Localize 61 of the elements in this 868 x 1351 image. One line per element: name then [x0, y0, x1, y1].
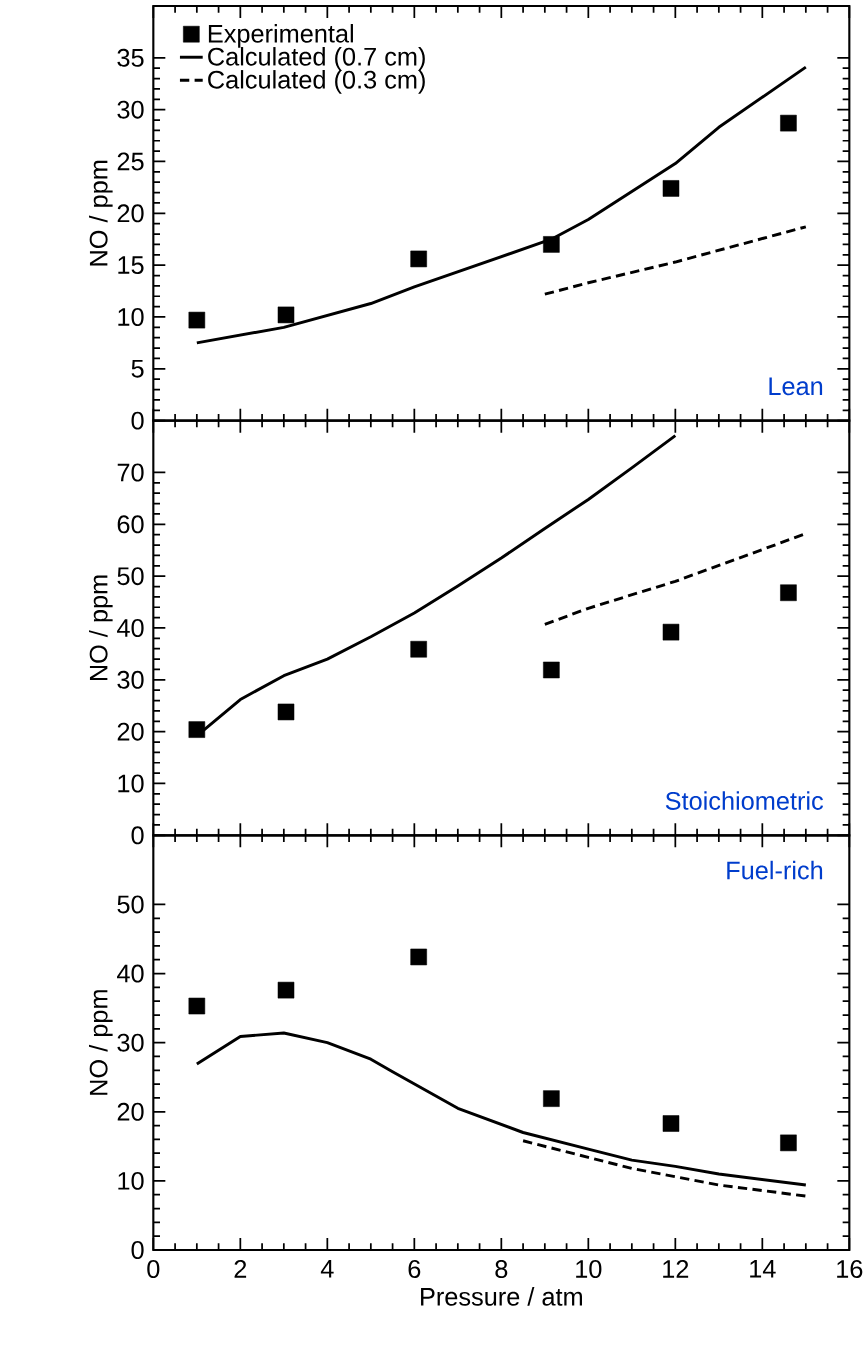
y-tick-label: 30	[117, 100, 144, 119]
y-tick-label: 20	[117, 204, 144, 223]
annotation: Fuel-rich	[727, 860, 823, 880]
y-tick-label: 0	[131, 826, 144, 845]
point	[662, 1115, 680, 1132]
point	[188, 997, 206, 1015]
legend-label: Experimental	[208, 24, 354, 48]
y-tick-label: 15	[118, 256, 144, 274]
point	[780, 114, 797, 132]
y-tick-label: 35	[117, 48, 144, 67]
x-tick-label: 10	[576, 1260, 602, 1278]
point	[277, 981, 295, 999]
y-tick-label: 10	[118, 308, 144, 326]
x-axis-title: Pressure / atm	[421, 1287, 583, 1306]
y-axis-title: NO / ppm	[89, 990, 113, 1095]
y-tick-label: 40	[117, 964, 144, 983]
y-tick-label: 40	[117, 619, 144, 637]
x-tick-label: 14	[750, 1260, 776, 1278]
y-tick-label: 0	[131, 411, 144, 430]
y-tick-label: 30	[117, 1033, 144, 1052]
point	[662, 180, 680, 197]
x-tick-label: 8	[495, 1260, 508, 1278]
y-tick-label: 20	[117, 1102, 144, 1121]
y-tick-label: 0	[131, 1241, 144, 1259]
point	[543, 236, 560, 253]
point	[780, 1134, 797, 1152]
annotation: Lean	[769, 377, 823, 396]
point	[277, 306, 295, 324]
point	[410, 640, 428, 658]
y-axis-title: NO / ppm	[89, 160, 113, 266]
x-tick-label: 4	[320, 1260, 334, 1278]
y-tick-label: 10	[118, 1171, 144, 1190]
point	[277, 703, 295, 721]
legend-label: Calculated (0.3 cm)	[208, 70, 425, 94]
y-tick-label: 50	[117, 895, 144, 914]
legend-label: Calculated (0.7 cm)	[208, 47, 425, 71]
annotation: Stoichiometric	[665, 791, 824, 810]
x-tick-label: 2	[234, 1260, 247, 1278]
point	[410, 250, 428, 268]
line-series	[195, 1031, 808, 1187]
x-tick-label: 16	[837, 1260, 863, 1278]
point	[780, 584, 797, 602]
y-tick-label: 60	[117, 515, 144, 534]
point	[543, 661, 560, 679]
point	[188, 311, 206, 329]
point	[543, 1090, 560, 1107]
x-tick-label: 0	[147, 1260, 160, 1278]
x-tick-label: 6	[408, 1260, 421, 1278]
y-tick-label: 50	[117, 567, 144, 586]
y-tick-label: 70	[117, 463, 144, 482]
y-tick-label: 30	[117, 670, 144, 689]
y-tick-label: 20	[117, 722, 144, 741]
y-tick-label: 25	[117, 152, 144, 171]
y-axis-title: NO / ppm	[89, 575, 113, 681]
x-tick-label: 12	[663, 1260, 689, 1278]
y-tick-label: 5	[131, 359, 144, 378]
point	[662, 623, 680, 641]
point	[188, 721, 206, 738]
point	[410, 948, 428, 966]
y-tick-label: 10	[118, 774, 144, 793]
line-series	[543, 225, 808, 296]
